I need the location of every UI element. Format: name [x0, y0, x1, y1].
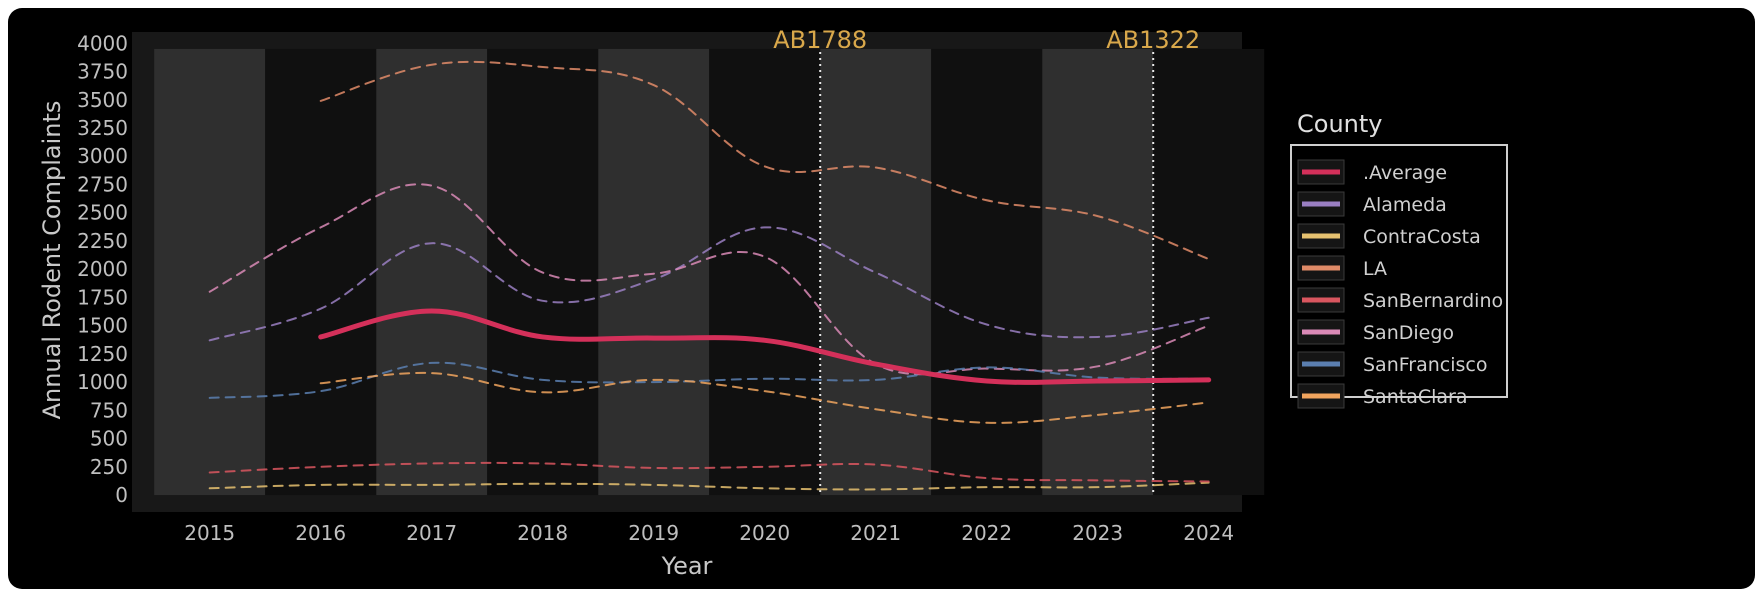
y-axis-ticks: 0 250 500 750 1000 1250 1500 1750 2000 2250 2500 27…: [77, 31, 128, 507]
y-tick-label: 2500: [77, 201, 128, 225]
x-axis-ticks: 2015 2016 2017 2018 2019 2020 2021 2022 2023 2024: [184, 521, 1234, 545]
x-tick-label: 2018: [517, 521, 568, 545]
y-tick-label: 1750: [77, 285, 128, 309]
series-line-sanbernardino: [208, 461, 1210, 483]
series-line-la: [319, 60, 1210, 261]
legend-items: .Average Alameda ContraCosta LA SanBernardin…: [1297, 159, 1503, 409]
y-tick-label: 2250: [77, 229, 128, 253]
y-tick-label: 3500: [77, 88, 128, 112]
legend-label: SanDiego: [1363, 322, 1454, 344]
legend: County .Average Alameda ContraCosta LA SanBe…: [1290, 110, 1508, 409]
legend-label: .Average: [1363, 162, 1447, 184]
annotation-label: AB1788: [773, 26, 867, 54]
band-dark-2020: [709, 48, 821, 496]
line-chart: 0 250 500 750 1000 1250 1500 1750 2000 2250 2500 27…: [38, 26, 1508, 580]
band-dark-2022: [931, 48, 1043, 496]
series-line-alameda: [208, 226, 1210, 342]
y-tick-label: 3750: [77, 60, 128, 84]
y-tick-label: 1500: [77, 314, 128, 338]
y-tick-label: 4000: [77, 31, 128, 55]
band-2023: [1042, 48, 1154, 496]
x-axis-title: Year: [661, 552, 713, 580]
year-bands: [154, 48, 1265, 496]
series-line-sandiego: [208, 183, 1210, 376]
y-tick-label: 1000: [77, 370, 128, 394]
annotation-label: AB1322: [1106, 26, 1200, 54]
y-tick-label: 250: [90, 455, 128, 479]
band-dark-2016: [265, 48, 377, 496]
x-tick-label: 2022: [961, 521, 1012, 545]
y-tick-label: 2750: [77, 172, 128, 196]
x-tick-label: 2020: [739, 521, 790, 545]
y-tick-label: 750: [90, 398, 128, 422]
band-2021: [820, 48, 932, 496]
legislation-annotations: AB1788 AB1322: [773, 26, 1200, 496]
legend-label: SanFrancisco: [1363, 354, 1487, 376]
x-tick-label: 2024: [1183, 521, 1234, 545]
y-tick-label: 2000: [77, 257, 128, 281]
x-tick-label: 2016: [295, 521, 346, 545]
legend-title: County: [1297, 110, 1382, 138]
y-axis-title: Annual Rodent Complaints: [38, 101, 66, 420]
series-line-santaclara: [319, 371, 1210, 424]
y-tick-label: 3250: [77, 116, 128, 140]
legend-label: Alameda: [1363, 194, 1447, 216]
x-tick-label: 2019: [628, 521, 679, 545]
y-tick-label: 3000: [77, 144, 128, 168]
y-tick-label: 0: [115, 483, 128, 507]
band-2015: [154, 48, 266, 496]
legend-label: LA: [1363, 258, 1387, 280]
legend-box: [1290, 144, 1508, 398]
band-2017: [376, 48, 488, 496]
x-tick-label: 2017: [406, 521, 457, 545]
legend-label: SanBernardino: [1363, 290, 1503, 312]
series-line-contracosta: [208, 481, 1210, 491]
chart-frame: 0 250 500 750 1000 1250 1500 1750 2000 2250 2500 27…: [8, 8, 1755, 589]
legend-label: SantaClara: [1363, 386, 1467, 408]
band-2019: [598, 48, 710, 496]
x-tick-label: 2015: [184, 521, 235, 545]
band-dark-2024: [1153, 48, 1265, 496]
legend-label: ContraCosta: [1363, 226, 1481, 248]
x-tick-label: 2023: [1072, 521, 1123, 545]
x-tick-label: 2021: [850, 521, 901, 545]
series-line-average: [318, 308, 1212, 385]
series-lines: [208, 60, 1212, 491]
y-tick-label: 1250: [77, 342, 128, 366]
y-tick-label: 500: [90, 427, 128, 451]
